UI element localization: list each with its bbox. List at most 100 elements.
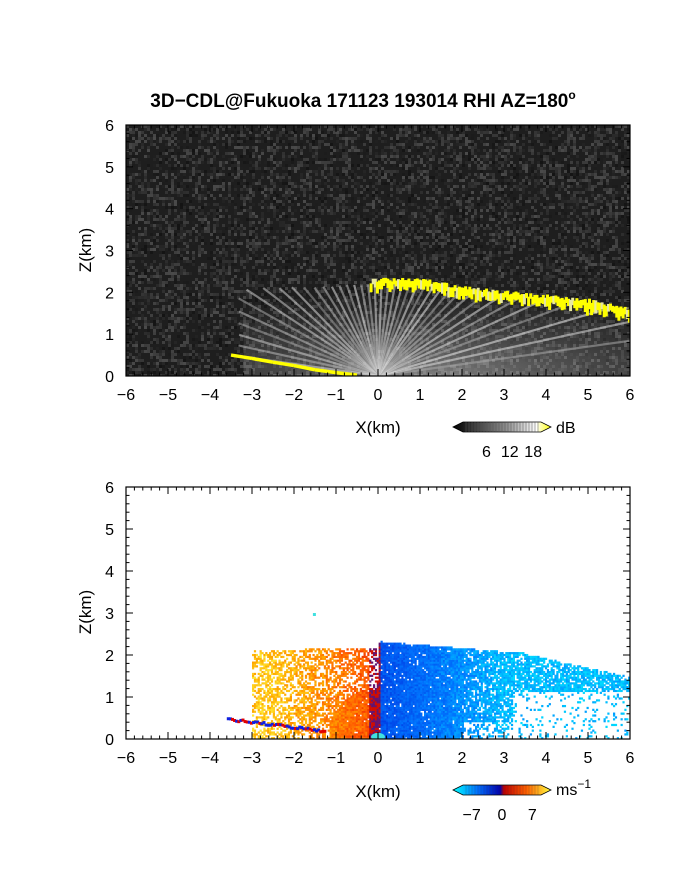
noise-pixel [159, 245, 162, 248]
noise-pixel [147, 137, 150, 140]
noise-pixel [591, 188, 594, 191]
noise-pixel [540, 230, 543, 233]
noise-pixel [507, 227, 510, 230]
noise-pixel [612, 206, 615, 209]
noise-pixel [606, 263, 609, 266]
noise-pixel [522, 143, 525, 146]
noise-pixel [453, 173, 456, 176]
noise-pixel [330, 161, 333, 164]
noise-pixel [201, 146, 204, 149]
noise-pixel [624, 143, 627, 146]
noise-pixel [495, 278, 498, 281]
noise-pixel [336, 134, 339, 137]
noise-pixel [354, 215, 357, 218]
noise-pixel [204, 263, 207, 266]
noise-pixel [411, 218, 414, 221]
noise-pixel [375, 161, 378, 164]
noise-pixel [513, 164, 516, 167]
noise-pixel [453, 182, 456, 185]
noise-pixel [606, 140, 609, 143]
noise-pixel [348, 248, 351, 251]
noise-pixel [348, 149, 351, 152]
noise-pixel [399, 182, 402, 185]
noise-pixel [570, 218, 573, 221]
noise-pixel [579, 185, 582, 188]
noise-pixel [363, 257, 366, 260]
noise-pixel [135, 221, 138, 224]
noise-pixel [204, 221, 207, 224]
noise-pixel [405, 224, 408, 227]
noise-pixel [213, 218, 216, 221]
noise-pixel [543, 230, 546, 233]
noise-pixel [453, 230, 456, 233]
noise-pixel [606, 227, 609, 230]
noise-pixel [573, 221, 576, 224]
noise-pixel [231, 230, 234, 233]
noise-pixel [543, 191, 546, 194]
noise-pixel [342, 209, 345, 212]
noise-pixel [591, 143, 594, 146]
noise-pixel [363, 275, 366, 278]
noise-pixel [570, 197, 573, 200]
noise-pixel [177, 152, 180, 155]
noise-pixel [468, 206, 471, 209]
noise-pixel [507, 200, 510, 203]
noise-pixel [591, 173, 594, 176]
noise-pixel [492, 179, 495, 182]
noise-pixel [285, 182, 288, 185]
noise-pixel [177, 284, 180, 287]
noise-pixel [411, 266, 414, 269]
noise-pixel [252, 152, 255, 155]
noise-pixel [615, 212, 618, 215]
noise-pixel [342, 149, 345, 152]
noise-pixel [213, 155, 216, 158]
noise-pixel [279, 242, 282, 245]
noise-pixel [429, 188, 432, 191]
noise-pixel [387, 206, 390, 209]
noise-pixel [582, 254, 585, 257]
noise-pixel [255, 167, 258, 170]
noise-pixel [180, 188, 183, 191]
noise-pixel [414, 203, 417, 206]
noise-pixel [588, 218, 591, 221]
noise-pixel [525, 275, 528, 278]
noise-pixel [489, 263, 492, 266]
noise-pixel [390, 251, 393, 254]
noise-pixel [600, 128, 603, 131]
noise-pixel [459, 173, 462, 176]
noise-pixel [327, 251, 330, 254]
noise-pixel [420, 125, 423, 128]
noise-pixel [297, 125, 300, 128]
noise-pixel [279, 134, 282, 137]
noise-pixel [495, 215, 498, 218]
noise-pixel [564, 200, 567, 203]
noise-pixel [411, 212, 414, 215]
noise-pixel [330, 272, 333, 275]
noise-pixel [534, 209, 537, 212]
noise-pixel [456, 137, 459, 140]
noise-pixel [219, 152, 222, 155]
noise-pixel [210, 269, 213, 272]
noise-pixel [162, 230, 165, 233]
noise-pixel [456, 239, 459, 242]
noise-pixel [291, 185, 294, 188]
noise-pixel [285, 167, 288, 170]
noise-pixel [423, 266, 426, 269]
noise-pixel [567, 278, 570, 281]
noise-pixel [528, 182, 531, 185]
noise-pixel [558, 203, 561, 206]
noise-pixel [591, 257, 594, 260]
noise-pixel [456, 143, 459, 146]
noise-pixel [528, 230, 531, 233]
noise-pixel [255, 281, 258, 284]
noise-pixel [336, 236, 339, 239]
noise-pixel [486, 128, 489, 131]
noise-pixel [573, 281, 576, 284]
noise-pixel [603, 272, 606, 275]
noise-pixel [609, 140, 612, 143]
noise-pixel [570, 254, 573, 257]
noise-pixel [261, 272, 264, 275]
noise-pixel [570, 221, 573, 224]
noise-pixel [627, 275, 630, 278]
